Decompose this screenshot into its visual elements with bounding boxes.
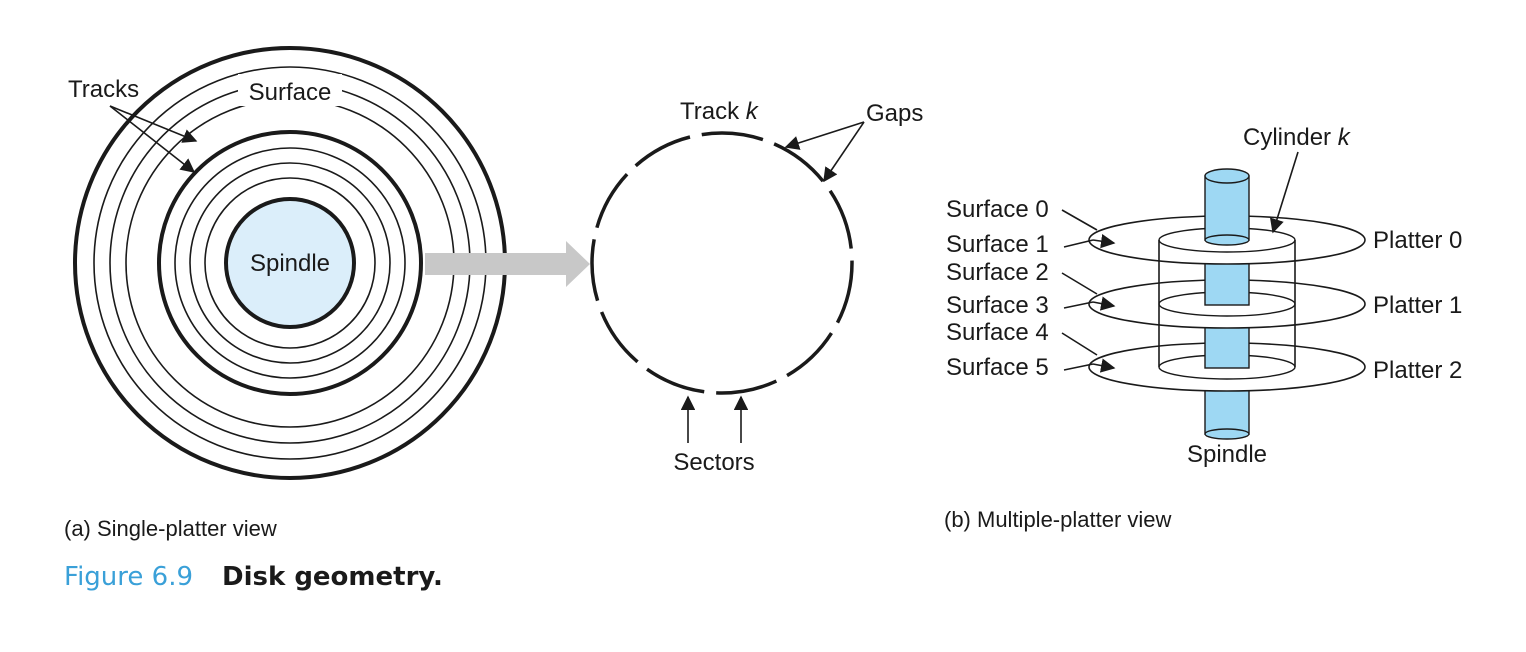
surface-label-backing — [238, 74, 342, 106]
surface-5-leader — [1063, 363, 1094, 371]
surface-2-label: Surface 2 — [946, 259, 1049, 286]
spindle-top-cap — [1204, 168, 1250, 184]
spindle-label-b: Spindle — [1187, 441, 1267, 468]
surface-1-label: Surface 1 — [946, 231, 1049, 258]
track-k-label: Track k — [680, 98, 760, 125]
tracks-arrow-1 — [109, 105, 198, 143]
surface-3-arrow — [1092, 296, 1116, 311]
tracks-label: Tracks — [68, 76, 139, 103]
cylinder-k-label: Cylinder k — [1243, 124, 1352, 151]
track-ring — [204, 177, 376, 349]
surface-3-label: Surface 3 — [946, 292, 1049, 319]
surface-2-leader — [1061, 272, 1098, 295]
surface-4-leader — [1061, 332, 1098, 356]
caption-a: (a) Single-platter view — [64, 516, 277, 541]
track-ring-highlighted — [157, 130, 423, 396]
surface-4-label: Surface 4 — [946, 319, 1049, 346]
surface-5-arrow — [1092, 358, 1116, 373]
spindle-top-base — [1204, 234, 1250, 246]
surface-3-leader — [1063, 301, 1094, 309]
spindle-bottom-cap — [1204, 428, 1250, 440]
surface-5-label: Surface 5 — [946, 354, 1049, 381]
surface-0-leader — [1061, 209, 1098, 231]
spindle-top — [1204, 175, 1250, 241]
multi-platter: Cylinder k Surface 0 Surface 1 Surface 2… — [946, 124, 1462, 468]
surface-0-label: Surface 0 — [946, 196, 1049, 223]
spindle-label: Spindle — [250, 250, 330, 277]
sectors-label: Sectors — [673, 449, 754, 476]
spindle-hub — [224, 197, 356, 329]
gaps-label: Gaps — [866, 100, 923, 127]
spindle-segment-1 — [1204, 256, 1250, 306]
track-detail: Track k Gaps Sectors — [590, 98, 923, 476]
track-k-sectors — [590, 131, 854, 395]
platter-0-label: Platter 0 — [1373, 227, 1462, 254]
cylinder-k-arrow — [1269, 151, 1299, 234]
platter-1-label: Platter 1 — [1373, 292, 1462, 319]
figure-number: Figure 6.9 — [64, 562, 193, 592]
single-platter: Spindle Surface Tracks — [68, 46, 507, 480]
caption-b: (b) Multiple-platter view — [944, 507, 1172, 532]
surface-label: Surface — [249, 79, 332, 106]
figure-title: Disk geometry. — [222, 562, 443, 592]
tracks-arrow-2 — [109, 105, 196, 173]
surface-1-arrow — [1092, 234, 1116, 249]
expand-arrow — [425, 241, 590, 287]
surface-1-leader — [1063, 239, 1094, 248]
platter-2-label: Platter 2 — [1373, 357, 1462, 384]
track-ring — [174, 147, 406, 379]
gap-arrow-2 — [823, 121, 865, 183]
gap-arrow-1 — [784, 121, 865, 150]
track-ring — [189, 162, 391, 364]
